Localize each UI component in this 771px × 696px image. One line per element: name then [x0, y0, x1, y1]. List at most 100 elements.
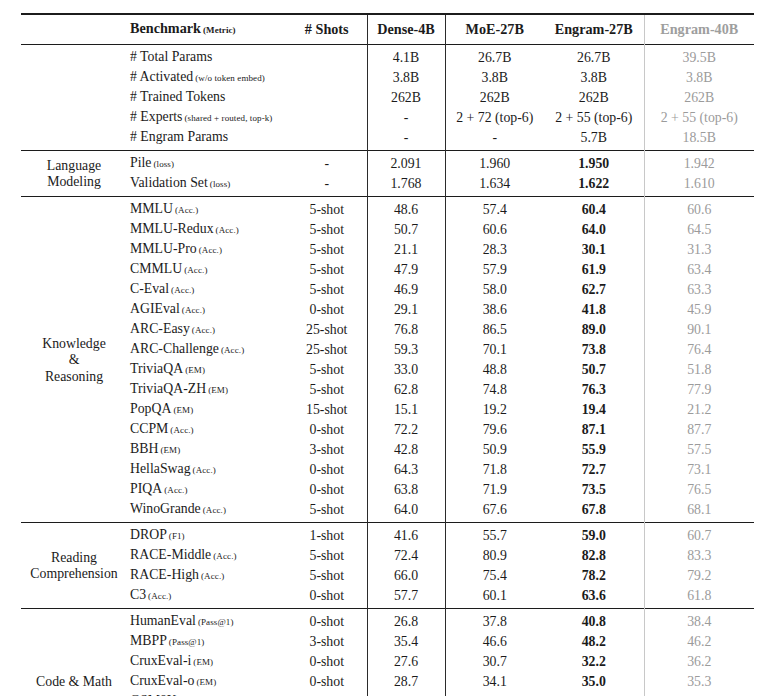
benchmark-name: MBPP	[130, 633, 167, 648]
value-dense-4b: 50.7	[367, 219, 445, 239]
section-label: ReadingComprehension	[21, 522, 127, 608]
value-engram-40b: 77.9	[644, 379, 754, 399]
table-row: C-Eval(Acc.)5-shot46.958.062.763.3	[21, 279, 754, 299]
value-engram-27b: 5.7B	[544, 127, 644, 150]
benchmark-name: CCPM	[130, 421, 168, 436]
benchmark-metric: (Acc.)	[175, 205, 198, 215]
value-moe-27b: 74.8	[445, 379, 544, 399]
value-dense-4b: 35.5	[367, 691, 445, 696]
value-engram-40b: 262B	[644, 87, 754, 107]
benchmark-metric: (Acc.)	[213, 551, 236, 561]
benchmark-name: # Total Params	[130, 49, 212, 64]
value-engram-27b: 32.2	[544, 651, 644, 671]
value-engram-27b: 3.8B	[544, 67, 644, 87]
header-shots: # Shots	[287, 14, 367, 44]
value-engram-40b: 62.6	[644, 691, 754, 696]
benchmark-cell: Pile(loss)	[127, 150, 287, 173]
value-engram-40b: 1.942	[644, 150, 754, 173]
benchmark-metric: (loss)	[153, 159, 174, 169]
header-benchmark-label: Benchmark	[130, 20, 201, 36]
value-engram-40b: 90.1	[644, 319, 754, 339]
value-moe-27b: 55.7	[445, 522, 544, 545]
value-engram-27b: 78.2	[544, 565, 644, 585]
benchmark-cell: MMLU-Pro(Acc.)	[127, 239, 287, 259]
benchmark-name: ARC-Easy	[130, 321, 190, 336]
value-engram-40b: 76.5	[644, 479, 754, 499]
table-row: HellaSwag(Acc.)0-shot64.371.872.773.1	[21, 459, 754, 479]
value-dense-4b: 72.4	[367, 545, 445, 565]
value-dense-4b: 26.8	[367, 608, 445, 631]
value-engram-27b: 61.9	[544, 259, 644, 279]
benchmark-cell: AGIEval(Acc.)	[127, 299, 287, 319]
benchmark-cell: GSM8K(EM)	[127, 691, 287, 696]
benchmark-name: BBH	[130, 441, 158, 456]
benchmark-metric: (Pass@1)	[169, 637, 205, 647]
value-dense-4b: 59.3	[367, 339, 445, 359]
benchmark-name: TriviaQA-ZH	[130, 381, 206, 396]
value-dense-4b: 76.8	[367, 319, 445, 339]
value-engram-40b: 60.6	[644, 196, 754, 219]
benchmark-name: HumanEval	[130, 613, 196, 628]
value-engram-27b: 59.0	[544, 522, 644, 545]
header-section-spacer	[21, 14, 127, 44]
shots-cell: 5-shot	[287, 219, 367, 239]
section-label-line: Comprehension	[21, 566, 127, 583]
table-row: PIQA(Acc.)0-shot63.871.973.576.5	[21, 479, 754, 499]
benchmark-name: # Engram Params	[130, 129, 228, 144]
value-dense-4b: 15.1	[367, 399, 445, 419]
value-moe-27b: 30.7	[445, 651, 544, 671]
benchmark-name: RACE-Middle	[130, 547, 211, 562]
benchmark-metric: (Acc.)	[201, 571, 224, 581]
benchmark-metric: (EM)	[196, 677, 216, 687]
table-row: CruxEval-i(EM)0-shot27.630.732.236.2	[21, 651, 754, 671]
value-moe-27b: 48.8	[445, 359, 544, 379]
value-dense-4b: 3.8B	[367, 67, 445, 87]
benchmark-metric: (EM)	[185, 365, 205, 375]
benchmark-name: C-Eval	[130, 281, 169, 296]
table-row: Validation Set(loss)-1.7681.6341.6221.61…	[21, 173, 754, 196]
shots-cell: 15-shot	[287, 399, 367, 419]
shots-cell: 5-shot	[287, 565, 367, 585]
table-row: # Engram Params--5.7B18.5B	[21, 127, 754, 150]
section-label-line: Reading	[21, 550, 127, 567]
value-moe-27b: 60.6	[445, 219, 544, 239]
benchmark-metric: (Acc.)	[192, 325, 215, 335]
section-label-line: Modeling	[21, 174, 127, 191]
value-engram-27b: 67.8	[544, 499, 644, 522]
value-engram-40b: 61.8	[644, 585, 754, 608]
value-dense-4b: 35.4	[367, 631, 445, 651]
value-dense-4b: 27.6	[367, 651, 445, 671]
value-engram-27b: 82.8	[544, 545, 644, 565]
benchmark-cell: # Trained Tokens	[127, 87, 287, 107]
value-dense-4b: -	[367, 127, 445, 150]
value-dense-4b: 21.1	[367, 239, 445, 259]
shots-cell: 3-shot	[287, 631, 367, 651]
value-engram-40b: 18.5B	[644, 127, 754, 150]
value-engram-40b: 1.610	[644, 173, 754, 196]
value-engram-27b: 62.7	[544, 279, 644, 299]
table-row: AGIEval(Acc.)0-shot29.138.641.845.9	[21, 299, 754, 319]
section-label-line: Code & Math	[21, 674, 127, 691]
value-engram-40b: 64.5	[644, 219, 754, 239]
benchmark-cell: TriviaQA-ZH(EM)	[127, 379, 287, 399]
header-model-dense-4b: Dense-4B	[367, 14, 445, 44]
section-label: Code & Math	[21, 608, 127, 696]
value-moe-27b: 75.4	[445, 565, 544, 585]
table-row: ReadingComprehensionDROP(F1)1-shot41.655…	[21, 522, 754, 545]
benchmark-cell: PIQA(Acc.)	[127, 479, 287, 499]
shots-cell: 5-shot	[287, 499, 367, 522]
value-dense-4b: 48.6	[367, 196, 445, 219]
table-row: MMLU-Redux(Acc.)5-shot50.760.664.064.5	[21, 219, 754, 239]
benchmark-name: CMMLU	[130, 261, 182, 276]
value-engram-27b: 19.4	[544, 399, 644, 419]
table-row: ARC-Easy(Acc.)25-shot76.886.589.090.1	[21, 319, 754, 339]
value-engram-27b: 35.0	[544, 671, 644, 691]
benchmark-cell: # Engram Params	[127, 127, 287, 150]
benchmark-name: PIQA	[130, 481, 162, 496]
benchmark-cell: CMMLU(Acc.)	[127, 259, 287, 279]
value-engram-27b: 1.622	[544, 173, 644, 196]
section-label: Knowledge&Reasoning	[21, 196, 127, 522]
table-row: WinoGrande(Acc.)5-shot64.067.667.868.1	[21, 499, 754, 522]
shots-cell: 5-shot	[287, 379, 367, 399]
value-engram-40b: 2 + 55 (top-6)	[644, 107, 754, 127]
